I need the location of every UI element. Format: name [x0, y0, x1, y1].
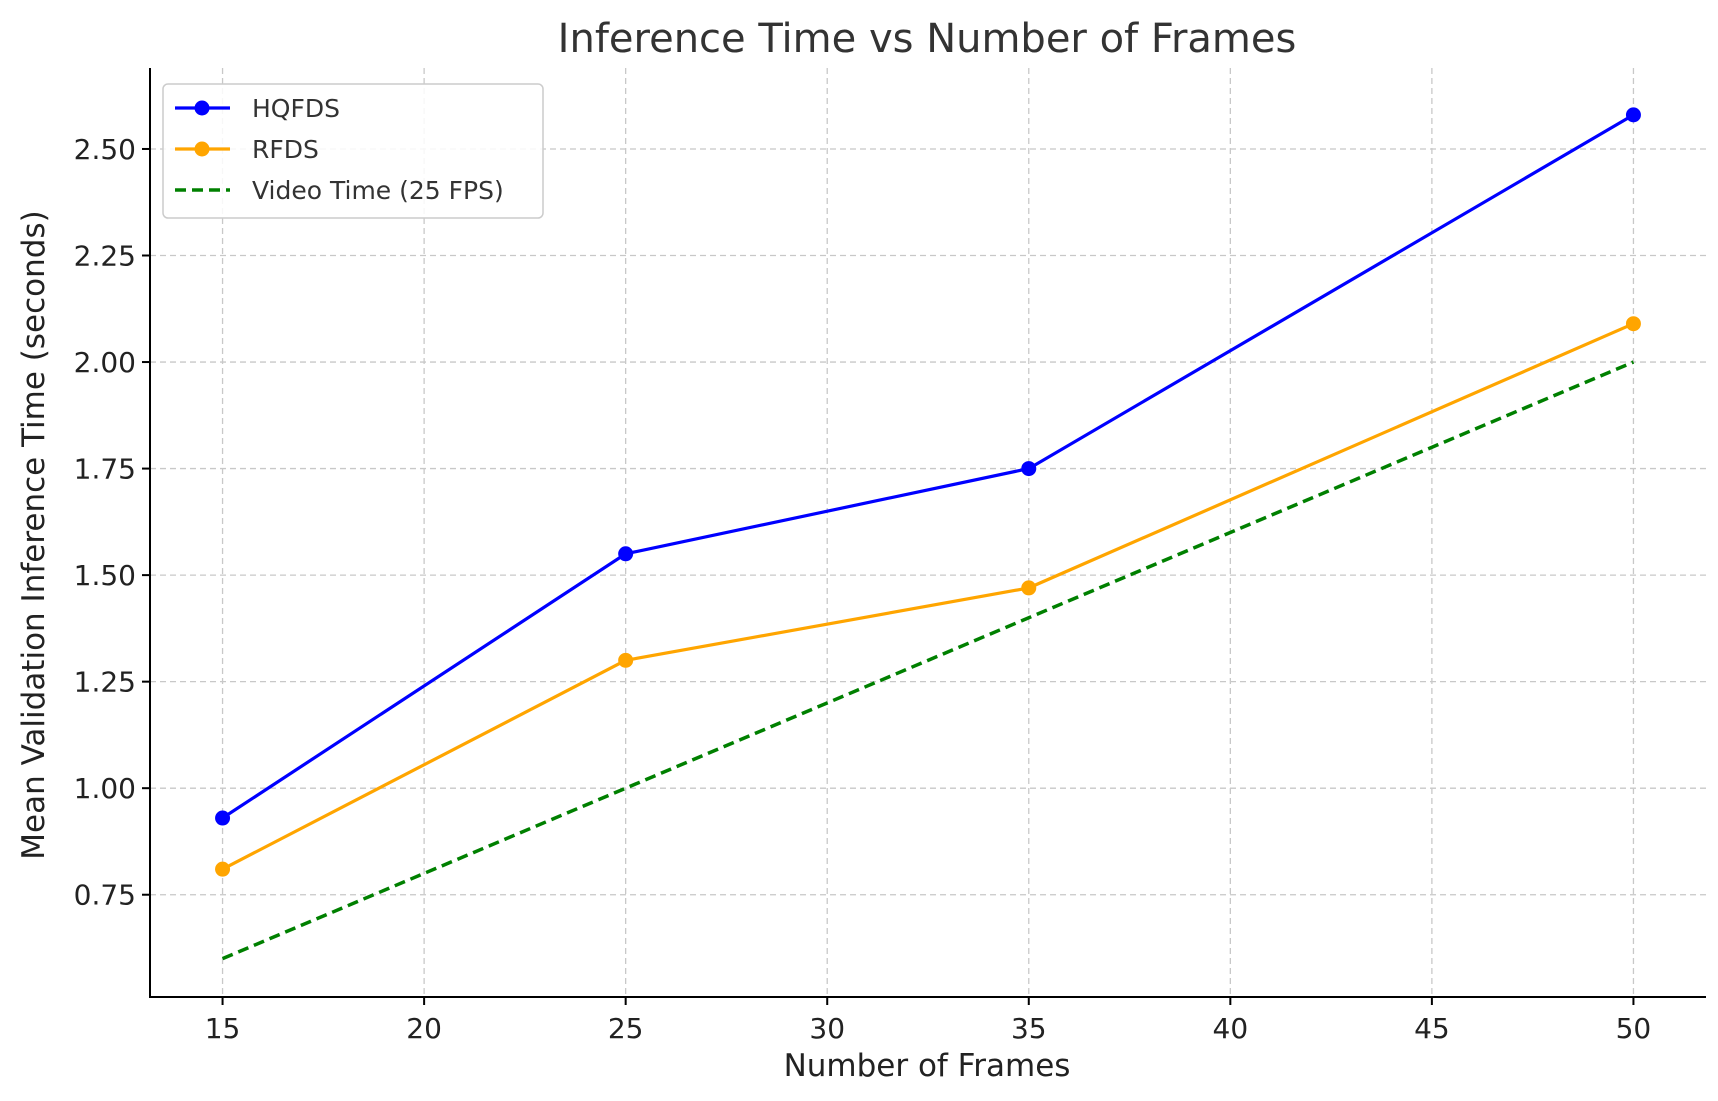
axes	[142, 68, 1706, 1005]
y-tick-label: 2.25	[74, 240, 136, 273]
data-point	[215, 861, 231, 877]
x-tick-label: 40	[1213, 1012, 1249, 1045]
x-tick-label: 35	[1011, 1012, 1047, 1045]
y-tick-label: 0.75	[74, 879, 136, 912]
y-tick-label: 1.50	[74, 559, 136, 592]
y-tick-label: 2.50	[74, 133, 136, 166]
data-point	[1625, 107, 1641, 123]
x-tick-label: 50	[1616, 1012, 1652, 1045]
chart-title: Inference Time vs Number of Frames	[558, 16, 1297, 62]
legend-box	[162, 83, 544, 219]
legend-label: RFDS	[252, 135, 319, 164]
legend-label: Video Time (25 FPS)	[252, 176, 504, 205]
y-axis-label: Mean Validation Inference Time (seconds)	[16, 210, 52, 859]
legend-item: HQFDS	[175, 94, 340, 123]
legend-item: RFDS	[175, 135, 319, 164]
data-point	[215, 810, 231, 826]
series-line	[221, 360, 1635, 961]
series-line	[221, 113, 1635, 820]
series-video-time-25-fps	[221, 360, 1635, 961]
legend-marker	[194, 141, 210, 157]
series-hqfds	[215, 107, 1641, 826]
x-tick-label: 45	[1414, 1012, 1450, 1045]
tick-labels: 15 20 25 30 35 40 45 50 0.75 1.00 1.25 1.50 1.75 2.00…	[74, 133, 1652, 1045]
legend-label: HQFDS	[252, 94, 340, 123]
data-point	[1625, 316, 1641, 332]
series-rfds	[215, 316, 1641, 877]
y-tick-label: 1.00	[74, 772, 136, 805]
data-point	[618, 546, 634, 562]
x-tick-label: 30	[809, 1012, 845, 1045]
legend-item: Video Time (25 FPS)	[175, 176, 504, 205]
x-tick-label: 25	[608, 1012, 644, 1045]
x-axis-label: Number of Frames	[784, 1048, 1071, 1084]
data-point	[1021, 580, 1037, 596]
legend: HQFDS RFDS Video Time (25 FPS)	[162, 83, 544, 219]
y-tick-label: 1.25	[74, 666, 136, 699]
series-group	[215, 107, 1641, 961]
series-line	[221, 322, 1635, 871]
data-point	[1021, 461, 1037, 477]
x-tick-label: 20	[406, 1012, 442, 1045]
legend-marker	[194, 100, 210, 116]
x-tick-label: 15	[205, 1012, 241, 1045]
y-tick-label: 1.75	[74, 453, 136, 486]
data-point	[618, 652, 634, 668]
axis-spines	[149, 68, 1706, 998]
y-tick-label: 2.00	[74, 346, 136, 379]
